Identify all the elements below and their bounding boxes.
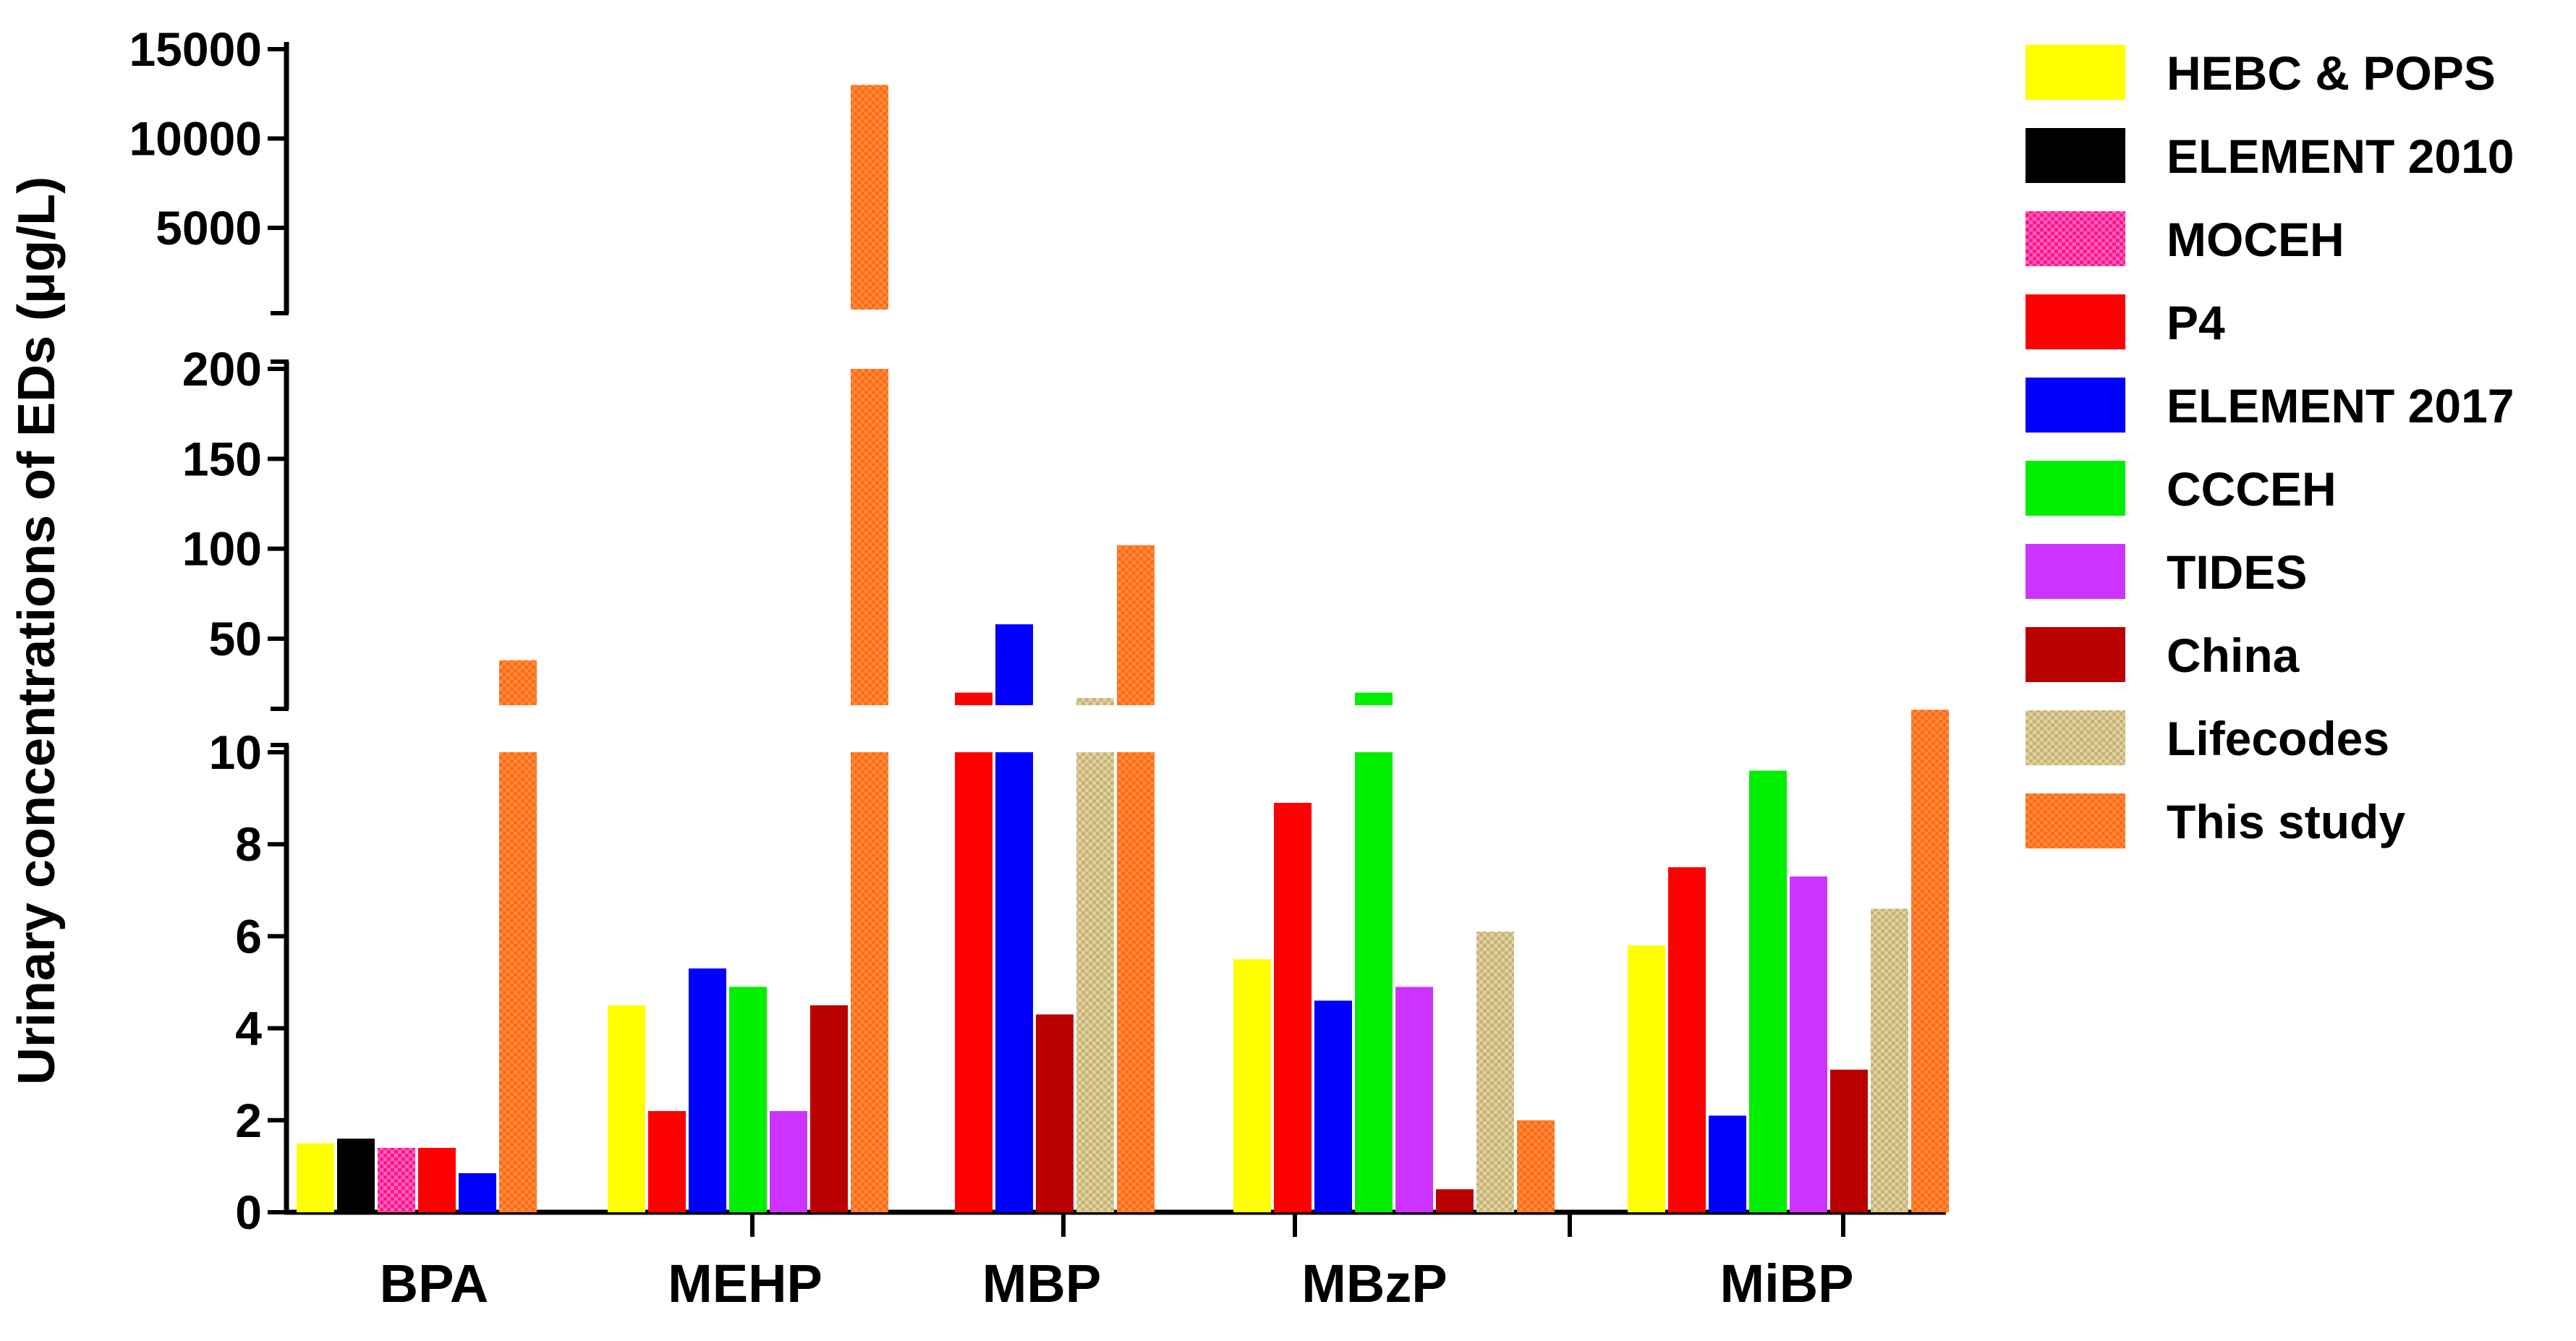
- bar: [1749, 770, 1787, 1212]
- y-tick-label: 50: [209, 612, 262, 665]
- category-label: MBzP: [1301, 1253, 1447, 1314]
- legend-label: MOCEH: [2167, 213, 2345, 266]
- bar-break-gap: [995, 705, 1034, 752]
- bar: [1395, 987, 1433, 1212]
- y-tick-label: 150: [182, 432, 262, 485]
- legend-label: Lifecodes: [2167, 712, 2389, 765]
- bar-break-gap: [498, 705, 537, 752]
- y-tick-label: 6: [235, 909, 262, 963]
- y-tick-label: 10: [209, 725, 262, 779]
- bar: [648, 1111, 686, 1212]
- bar: [499, 660, 537, 1212]
- bars: [297, 85, 1949, 1212]
- bar: [1628, 945, 1665, 1212]
- bar: [1830, 1069, 1868, 1212]
- y-axis-title-group: Urinary concentrations of EDs (μg/L): [8, 176, 66, 1085]
- bar: [851, 85, 888, 1212]
- legend-label: CCCEH: [2167, 462, 2337, 516]
- legend: HEBC & POPS ELEMENT 2010 MOCEH P4 ELEMENT 20…: [2025, 45, 2515, 848]
- legend-label: ELEMENT 2017: [2167, 379, 2515, 433]
- bar: [770, 1111, 807, 1212]
- y-tick-label: 4: [235, 1002, 262, 1055]
- bar: [1517, 1120, 1555, 1212]
- legend-swatch: [2025, 378, 2125, 433]
- legend-swatch: [2025, 544, 2125, 599]
- y-tick-label: 0: [235, 1185, 262, 1239]
- bar: [418, 1147, 456, 1212]
- bar: [1436, 1189, 1474, 1212]
- bar: [1668, 867, 1706, 1212]
- bar-break-gap: [850, 705, 889, 752]
- bar-break-gap: [954, 705, 993, 752]
- bar: [1233, 959, 1271, 1212]
- bar: [1036, 1014, 1074, 1212]
- y-tick-label: 8: [235, 817, 262, 871]
- bar: [1709, 1115, 1746, 1212]
- bar: [1476, 932, 1514, 1212]
- bar-break-gap: [850, 310, 889, 369]
- legend-swatch: [2025, 627, 2125, 682]
- bar: [1790, 876, 1827, 1212]
- y-tick-label: 5000: [156, 201, 262, 255]
- category-label: MBP: [982, 1253, 1101, 1314]
- bar: [459, 1172, 496, 1212]
- y-tick-label: 200: [182, 342, 262, 396]
- y-axis-title: Urinary concentrations of EDs (μg/L): [8, 176, 66, 1085]
- bar: [1274, 802, 1312, 1212]
- legend-label: China: [2167, 629, 2300, 682]
- legend-label: HEBC & POPS: [2167, 46, 2496, 100]
- legend-label: ELEMENT 2010: [2167, 129, 2515, 183]
- legend-swatch: [2025, 128, 2125, 183]
- bar: [1911, 710, 1949, 1212]
- legend-swatch: [2025, 793, 2125, 848]
- bar: [297, 1143, 334, 1212]
- legend-label: TIDES: [2167, 545, 2307, 599]
- bar: [608, 1005, 645, 1212]
- y-tick-label: 15000: [129, 22, 262, 76]
- bar: [1117, 545, 1155, 1212]
- bar: [689, 968, 726, 1212]
- bar-break-gap: [1116, 705, 1155, 752]
- legend-swatch: [2025, 294, 2125, 349]
- bar: [1314, 1000, 1352, 1212]
- bar-break-gap: [1354, 705, 1393, 752]
- legend-label: This study: [2167, 795, 2405, 848]
- bar: [1076, 698, 1114, 1212]
- category-label: BPA: [380, 1253, 489, 1314]
- bar: [955, 692, 992, 1212]
- bar-break-gap: [1076, 705, 1115, 752]
- y-tick-label: 100: [182, 522, 262, 576]
- bar: [378, 1147, 415, 1212]
- legend-swatch: [2025, 211, 2125, 266]
- bar: [1355, 692, 1393, 1212]
- legend-swatch: [2025, 461, 2125, 516]
- legend-label: P4: [2167, 296, 2225, 349]
- bar: [1871, 908, 1908, 1212]
- y-tick-label: 10000: [129, 112, 262, 166]
- bar: [810, 1005, 848, 1212]
- category-labels: BPA MEHP MBP MBzP MiBP: [380, 1253, 1854, 1314]
- legend-swatch: [2025, 710, 2125, 765]
- bar: [337, 1138, 375, 1212]
- y-tick-label: 2: [235, 1094, 262, 1147]
- bar: [729, 987, 767, 1212]
- category-label: MiBP: [1720, 1253, 1854, 1314]
- legend-swatch: [2025, 45, 2125, 100]
- category-label: MEHP: [668, 1253, 822, 1314]
